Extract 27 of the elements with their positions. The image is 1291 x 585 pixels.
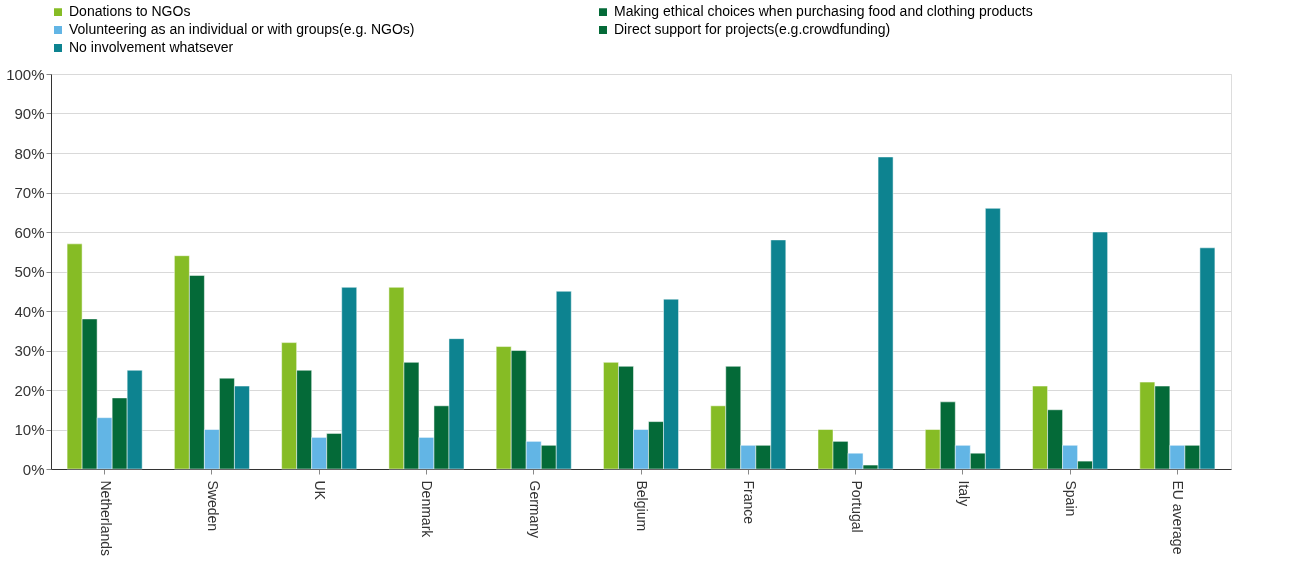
x-tick-label: Spain bbox=[1063, 480, 1080, 517]
y-tick-label: 90% bbox=[14, 105, 45, 122]
x-tick-label: EU average bbox=[1170, 480, 1187, 555]
y-tick-label: 50% bbox=[14, 263, 45, 280]
x-tick-label: Denmark bbox=[419, 480, 436, 539]
x-tick-label: UK bbox=[312, 480, 329, 501]
y-tick-label: 40% bbox=[14, 302, 45, 320]
y-tick-label: 20% bbox=[14, 381, 45, 399]
y-tick-label: 100% bbox=[6, 65, 45, 83]
legend-label: Volunteering as an individual or with groups(e.g. NGOs) bbox=[69, 21, 415, 37]
x-tick-label: Portugal bbox=[848, 480, 865, 533]
y-tick-label: 30% bbox=[14, 342, 45, 359]
x-tick-label: Netherlands bbox=[97, 480, 114, 556]
y-tick-label: 80% bbox=[14, 144, 45, 162]
x-tick-label: Sweden bbox=[204, 480, 221, 532]
x-tick-label: Germany bbox=[526, 480, 543, 539]
x-tick-label: France bbox=[741, 480, 758, 525]
y-tick-label: 10% bbox=[14, 421, 45, 438]
legend-label: Donations to NGOs bbox=[69, 3, 191, 20]
x-tick-label: Italy bbox=[955, 480, 972, 507]
y-tick-label: 60% bbox=[14, 223, 45, 241]
x-tick-label: Belgium bbox=[634, 480, 650, 532]
y-tick-label: 70% bbox=[14, 184, 45, 201]
y-tick-label: 0% bbox=[22, 460, 45, 478]
legend-label: Making ethical choices when purchasing food and clothing products bbox=[614, 3, 1033, 20]
legend-label: No involvement whatsever bbox=[69, 39, 234, 55]
legend-label: Direct support for projects(e.g.crowdfunding) bbox=[614, 21, 891, 37]
